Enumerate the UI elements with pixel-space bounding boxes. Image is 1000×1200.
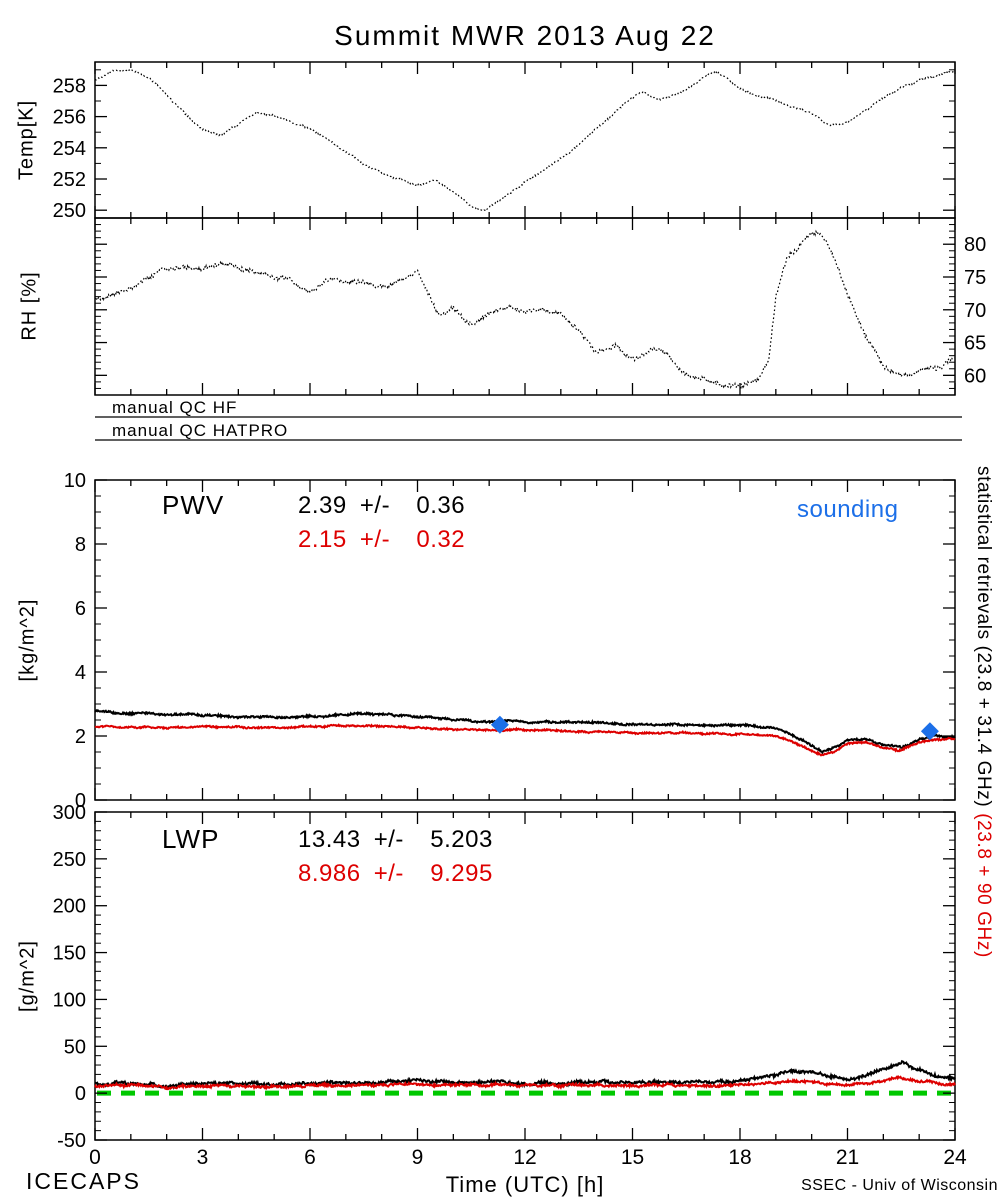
lwp-x-ticks: 0 3 6 9 12 15 18 21 24 <box>89 812 967 1169</box>
lwp-y-tick-label: 50 <box>64 1036 86 1058</box>
pwv-y-ticks: 0 2 4 6 8 10 <box>64 470 955 812</box>
x-tick-label: 0 <box>89 1146 101 1169</box>
pwv-y-axis-label: [kg/m^2] <box>16 598 39 682</box>
pwv-stat-black: 2.39 +/- 0.36 <box>298 492 466 519</box>
x-tick-label: 6 <box>304 1146 316 1169</box>
temp-y-tick-label: 254 <box>53 138 86 160</box>
rh-y-tick-label: 65 <box>964 333 986 355</box>
lwp-y-tick-label: -50 <box>57 1130 86 1152</box>
lwp-y-tick-label: 0 <box>75 1083 86 1105</box>
pwv-label: PWV <box>162 490 225 520</box>
pwv-stat-red: 2.15 +/- 0.32 <box>298 526 466 553</box>
right-annotation: statistical retrievals (23.8 + 31.4 GHz)… <box>972 466 994 958</box>
lwp-label: LWP <box>162 824 220 854</box>
lwp-23.8-90-series <box>94 1075 956 1091</box>
chart-title: Summit MWR 2013 Aug 22 <box>334 20 716 51</box>
temp-y-tick-label: 258 <box>53 75 86 97</box>
lwp-y-tick-label: 250 <box>53 849 86 871</box>
sounding-marker <box>490 715 509 734</box>
lwp-y-tick-label: 200 <box>53 896 86 918</box>
x-tick-label: 12 <box>513 1146 536 1169</box>
temp-x-ticks <box>94 62 956 218</box>
right-annotation-red: (23.8 + 90 GHz) <box>973 807 994 958</box>
pwv-panel: 0 2 4 6 8 10 <box>64 470 956 812</box>
lwp-y-ticks: -50 0 50 100 150 200 250 300 <box>53 802 955 1152</box>
pwv-frame <box>94 479 956 801</box>
temp-y-tick-label: 250 <box>53 200 86 222</box>
qc-hatpro-label: manual QC HATPRO <box>112 421 289 440</box>
rh-y-ticks: 60 65 70 75 80 <box>95 217 986 396</box>
rh-panel: 60 65 70 75 80 <box>94 217 986 396</box>
rh-y-axis-label: RH [%] <box>18 271 41 341</box>
pwv-y-tick-label: 4 <box>75 662 86 684</box>
relative-humidity-series <box>94 229 955 390</box>
temp-y-tick-label: 256 <box>53 107 86 129</box>
footer-right: SSEC - Univ of Wisconsin <box>801 1177 998 1194</box>
x-tick-label: 9 <box>412 1146 424 1169</box>
sounding-legend: sounding <box>797 496 899 523</box>
lwp-y-axis-label: [g/m^2] <box>16 940 39 1012</box>
x-tick-label: 3 <box>197 1146 209 1169</box>
lwp-y-tick-label: 300 <box>53 802 86 824</box>
rh-y-tick-label: 80 <box>964 234 986 256</box>
pwv-y-tick-label: 2 <box>75 726 86 748</box>
rh-y-tick-label: 75 <box>964 267 986 289</box>
rh-y-tick-label: 70 <box>964 300 986 322</box>
qc-hf-label: manual QC HF <box>112 398 238 417</box>
x-tick-label: 21 <box>836 1146 859 1169</box>
rh-frame <box>94 217 956 396</box>
lwp-stat-black: 13.43 +/- 5.203 <box>298 826 493 853</box>
right-annotation-black: statistical retrievals (23.8 + 31.4 GHz) <box>973 466 994 808</box>
pwv-y-tick-label: 0 <box>75 790 86 812</box>
x-tick-label: 24 <box>943 1146 967 1169</box>
rh-x-ticks <box>94 218 956 395</box>
pwv-y-tick-label: 8 <box>75 534 86 556</box>
pwv-23.8-31.4-series <box>94 708 956 755</box>
footer-left: ICECAPS <box>26 1168 141 1194</box>
pwv-23.8-90-series <box>94 723 956 757</box>
lwp-y-tick-label: 150 <box>53 943 86 965</box>
temp-y-axis-label: Temp[K] <box>15 99 38 181</box>
temp-frame <box>94 61 956 219</box>
x-tick-label: 18 <box>728 1146 751 1169</box>
x-tick-label: 15 <box>621 1146 644 1169</box>
x-axis-title: Time (UTC) [h] <box>445 1172 605 1197</box>
lwp-y-tick-label: 100 <box>53 989 86 1011</box>
rh-y-tick-label: 60 <box>964 365 986 387</box>
temp-y-tick-label: 252 <box>53 169 86 191</box>
pwv-y-tick-label: 10 <box>64 470 86 492</box>
pwv-x-ticks <box>94 480 956 800</box>
temp-y-ticks: 250 252 254 256 258 <box>53 69 955 222</box>
lwp-stat-red: 8.986 +/- 9.295 <box>298 860 493 887</box>
temperature-series <box>94 68 956 212</box>
sounding-marker <box>920 722 939 741</box>
temp-panel: 250 252 254 256 258 <box>53 61 956 222</box>
pwv-y-tick-label: 6 <box>75 598 86 620</box>
